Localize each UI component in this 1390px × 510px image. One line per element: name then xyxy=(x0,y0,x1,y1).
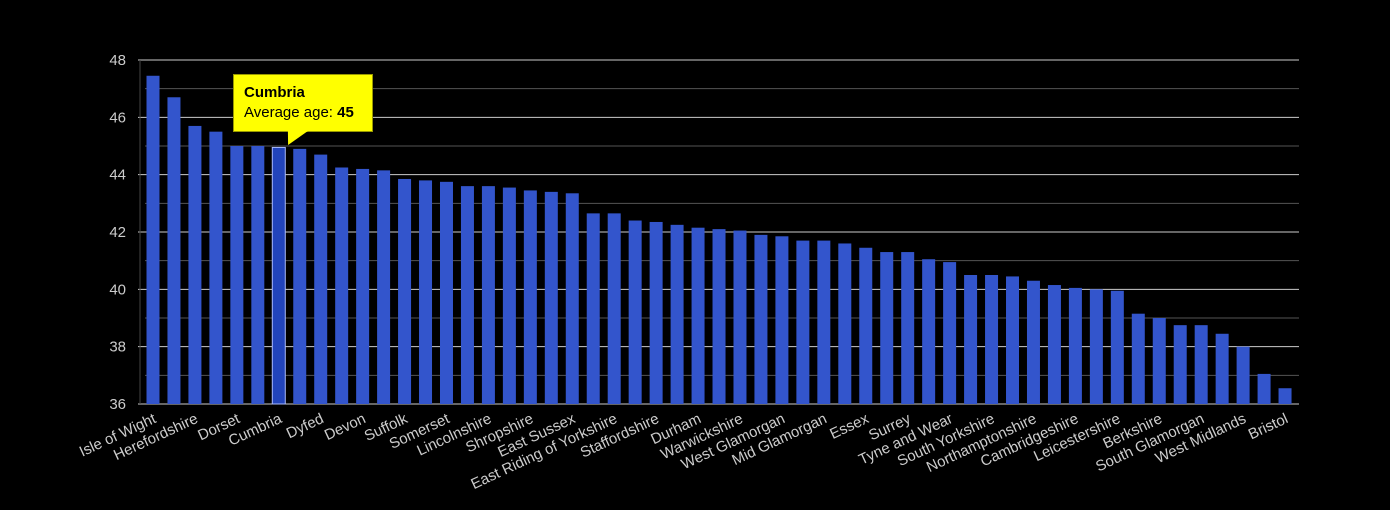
bar[interactable] xyxy=(1173,325,1187,404)
bar[interactable] xyxy=(314,154,328,404)
bar[interactable] xyxy=(1006,276,1020,404)
y-tick-label: 44 xyxy=(109,167,126,184)
bar[interactable] xyxy=(586,213,600,404)
bar[interactable] xyxy=(1068,287,1082,404)
bar[interactable] xyxy=(188,125,202,404)
x-tick-label: Bristol xyxy=(1246,410,1291,443)
bar[interactable] xyxy=(649,221,663,404)
bar[interactable] xyxy=(167,97,181,405)
bar[interactable] xyxy=(691,227,705,404)
bar[interactable] xyxy=(1194,325,1208,404)
bar[interactable] xyxy=(628,220,642,404)
bar[interactable] xyxy=(1236,346,1250,404)
bar[interactable] xyxy=(146,75,160,405)
bar[interactable] xyxy=(1215,333,1229,404)
bar[interactable] xyxy=(943,262,957,404)
bar[interactable] xyxy=(754,234,768,404)
bar[interactable] xyxy=(838,243,852,404)
tooltip-label: Average age: xyxy=(244,104,338,121)
bar[interactable] xyxy=(733,230,747,404)
bar[interactable] xyxy=(1026,280,1040,404)
bar[interactable] xyxy=(964,275,978,404)
bar[interactable] xyxy=(817,240,831,404)
bar[interactable] xyxy=(1047,285,1061,404)
bar[interactable] xyxy=(901,252,915,404)
y-tick-label: 42 xyxy=(109,224,126,241)
bar[interactable] xyxy=(796,240,810,404)
bar[interactable] xyxy=(922,259,936,404)
bar[interactable] xyxy=(544,191,558,404)
bar[interactable] xyxy=(209,131,223,404)
bar[interactable] xyxy=(712,229,726,404)
bar[interactable] xyxy=(1257,373,1271,404)
y-tick-label: 40 xyxy=(109,281,126,298)
bar[interactable] xyxy=(880,252,894,404)
bar[interactable] xyxy=(419,180,433,404)
bar[interactable] xyxy=(1278,388,1292,404)
x-tick-label: Devon xyxy=(322,410,368,444)
bar[interactable] xyxy=(502,187,516,404)
bar[interactable] xyxy=(670,224,684,404)
bar[interactable] xyxy=(398,178,412,404)
x-tick-label: Dyfed xyxy=(284,410,327,442)
bar[interactable] xyxy=(1089,289,1103,404)
bar[interactable] xyxy=(293,148,307,404)
bar[interactable] xyxy=(230,146,244,404)
bar[interactable] xyxy=(1110,290,1124,404)
bar[interactable] xyxy=(335,167,349,405)
x-tick-label: Essex xyxy=(827,410,872,443)
y-tick-label: 38 xyxy=(109,339,126,356)
bar[interactable] xyxy=(439,181,453,404)
y-tick-label: 48 xyxy=(109,52,126,69)
bar[interactable] xyxy=(607,213,621,404)
tooltip-title: Cumbria xyxy=(244,84,305,101)
bar[interactable] xyxy=(460,186,474,404)
y-axis-ticks: 36 38 40 42 44 46 48 xyxy=(109,52,126,413)
bar[interactable] xyxy=(1152,318,1166,404)
bar[interactable] xyxy=(985,275,999,404)
tooltip-value: 45 xyxy=(337,104,354,121)
y-tick-label: 36 xyxy=(109,396,126,413)
bar[interactable] xyxy=(251,146,265,404)
tooltip-body: Average age: 45 xyxy=(244,103,362,123)
y-tick-label: 46 xyxy=(109,109,126,126)
bar[interactable] xyxy=(271,146,286,405)
bar[interactable] xyxy=(859,247,873,404)
bar[interactable] xyxy=(481,186,495,404)
bar[interactable] xyxy=(523,190,537,404)
bar[interactable] xyxy=(775,236,789,404)
tooltip: Cumbria Average age: 45 xyxy=(233,74,373,132)
bar[interactable] xyxy=(1131,313,1145,404)
bar[interactable] xyxy=(356,168,370,404)
bar[interactable] xyxy=(565,193,579,404)
bar[interactable] xyxy=(377,170,391,404)
bars xyxy=(146,75,1292,405)
